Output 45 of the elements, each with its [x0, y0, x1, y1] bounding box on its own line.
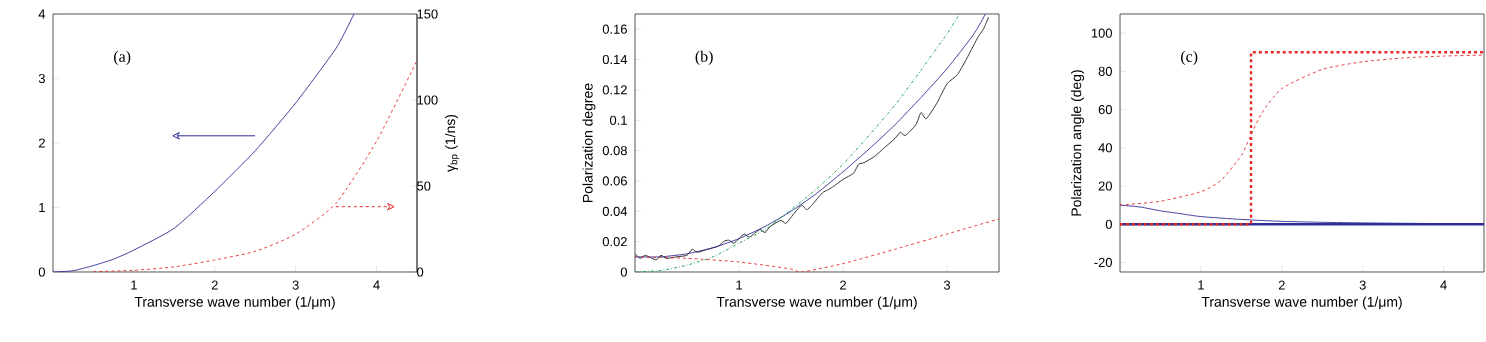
y-tick-label: 3 [38, 73, 45, 84]
y-tick-label: 0 [38, 267, 45, 277]
y-axis-title: Polarization angle (deg) [1071, 70, 1085, 216]
y-tick-label: 0.02 [602, 237, 627, 247]
x-tick-label: 3 [943, 280, 951, 290]
y-tick-label: 20 [1098, 181, 1112, 191]
y2-tick-label: 150 [417, 9, 438, 19]
x-tick-label: 2 [1278, 280, 1285, 290]
x-tick-label: 1 [736, 280, 742, 290]
x-tick-label: 2 [211, 280, 218, 290]
y-tick-label: 4 [38, 9, 46, 19]
x-tick-label: 4 [1440, 280, 1447, 290]
y2-tick-label: 0 [417, 267, 424, 277]
annotation: (c) [1181, 50, 1198, 66]
x-axis-title: Transverse wave number (1/μm) [716, 296, 917, 310]
y-tick-label: 60 [1098, 104, 1112, 115]
y-tick-label: 0 [1105, 219, 1112, 229]
y-tick-label: -20 [1094, 257, 1112, 268]
x-tick-label: 3 [1359, 280, 1366, 290]
y-tick-label: 40 [1098, 143, 1112, 153]
x-tick-label: 2 [840, 280, 846, 290]
annotation: (a) [114, 50, 131, 66]
y-tick-label: 0.1 [609, 115, 627, 125]
y2-axis-title: γ$_{bp}$ (1/ns) [444, 114, 460, 172]
y2-tick-label: 50 [417, 181, 431, 191]
x-tick-label: 1 [131, 280, 137, 290]
y-tick-label: 100 [1091, 28, 1112, 38]
x-axis-title: Transverse wave number (1/μm) [134, 296, 335, 310]
y2-tick-label: 100 [417, 95, 438, 105]
y-tick-label: 0.14 [602, 54, 628, 65]
annotation: (b) [695, 50, 713, 66]
y-tick-label: 0.04 [602, 206, 628, 216]
y-tick-label: 0.06 [602, 176, 627, 186]
y-tick-label: 80 [1098, 66, 1112, 76]
y-tick-label: 0.16 [602, 24, 627, 34]
y-tick-label: 0 [620, 267, 627, 277]
x-axis-title: Transverse wave number (1/μm) [1201, 296, 1402, 310]
y-tick-label: 0.12 [602, 85, 627, 95]
y-tick-label: 2 [38, 138, 45, 148]
x-tick-label: 3 [292, 280, 299, 290]
x-tick-label: 1 [1198, 280, 1204, 290]
y-tick-label: 0.08 [602, 146, 627, 156]
y-tick-label: 1 [39, 203, 45, 212]
y-axis-title: Polarization degree [582, 83, 596, 202]
x-tick-label: 4 [373, 280, 380, 290]
